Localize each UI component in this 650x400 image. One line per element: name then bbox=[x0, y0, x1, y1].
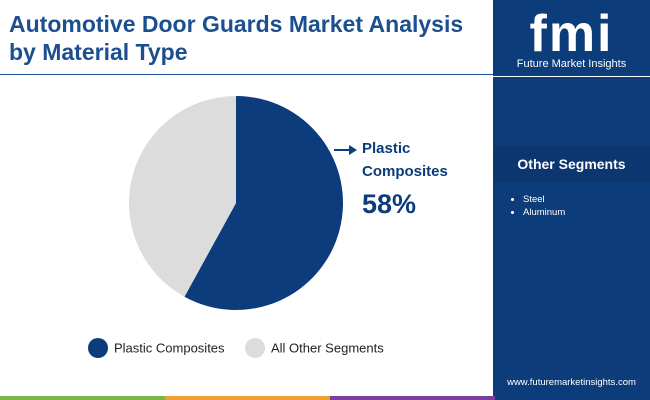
legend-swatch bbox=[88, 338, 108, 358]
brand: Future Market Insights bbox=[516, 58, 627, 70]
segments-list: Steel Aluminum bbox=[511, 193, 565, 219]
segment-item: Steel bbox=[523, 193, 565, 206]
sidebar: fmi Future Market Insights Other Segment… bbox=[493, 0, 650, 396]
callout-label: Plastic Composites bbox=[362, 140, 448, 180]
logo: fmi bbox=[529, 5, 614, 63]
chart-title: Automotive Door Guards Market Analysis b… bbox=[9, 11, 464, 65]
bar-segment bbox=[165, 396, 330, 400]
bar-segment bbox=[330, 396, 495, 400]
divider bbox=[493, 76, 650, 77]
legend-label: Plastic Composites bbox=[114, 340, 225, 355]
legend-label: All Other Segments bbox=[271, 340, 384, 355]
bar-segment bbox=[495, 396, 650, 400]
bar-segment bbox=[0, 396, 165, 400]
url: www.futuremarketinsights.com bbox=[507, 377, 636, 388]
segment-item: Aluminum bbox=[523, 206, 565, 219]
pie-slice bbox=[184, 96, 344, 310]
chart: Plastic Composites All Other Segments bbox=[88, 96, 384, 358]
segments-heading: Other Segments bbox=[493, 146, 650, 182]
bottom-bar bbox=[0, 396, 650, 400]
legend-swatch bbox=[245, 338, 265, 358]
pie-slice bbox=[129, 96, 236, 297]
callout-arrow bbox=[349, 145, 357, 155]
value-label: 58% bbox=[362, 189, 417, 219]
divider bbox=[0, 74, 493, 75]
